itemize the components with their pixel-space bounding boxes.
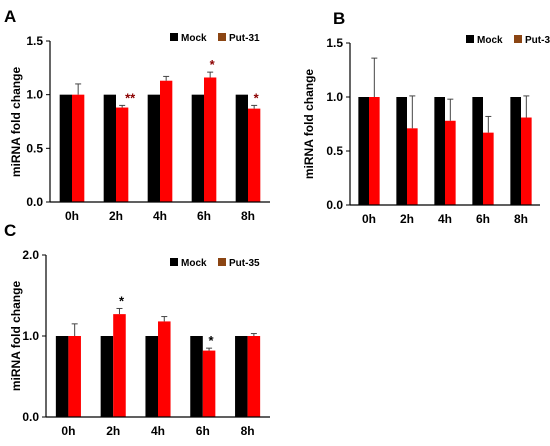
treated-bar-0h xyxy=(72,94,85,202)
mock-bar-6h xyxy=(472,97,483,205)
treated-bar-6h xyxy=(483,132,494,205)
x-tick-label: 6h xyxy=(476,212,490,226)
y-tick-label: 0.5 xyxy=(326,144,343,158)
x-tick-label: 6h xyxy=(196,424,210,438)
y-tick-label: 2.0 xyxy=(22,248,39,262)
x-tick-label: 0h xyxy=(362,212,376,226)
mock-bar-2h xyxy=(396,97,407,205)
legend-swatch xyxy=(466,35,474,43)
mock-bar-0h xyxy=(55,336,69,417)
legend-label: Put-35 xyxy=(229,258,260,269)
panel-letter: A xyxy=(4,7,16,26)
x-tick-label: 2h xyxy=(109,209,123,223)
mock-bar-2h xyxy=(103,94,116,202)
x-tick-label: 4h xyxy=(153,209,167,223)
y-tick-label: 0.0 xyxy=(22,410,39,424)
x-tick-label: 2h xyxy=(106,424,120,438)
treated-bar-0h xyxy=(68,336,81,417)
x-tick-label: 4h xyxy=(151,424,165,438)
panel-letter: B xyxy=(333,9,345,28)
mock-bar-8h xyxy=(235,94,248,202)
x-tick-label: 0h xyxy=(61,424,75,438)
legend-swatch xyxy=(218,33,226,41)
x-tick-label: 2h xyxy=(400,212,414,226)
mock-bar-2h xyxy=(100,336,114,417)
treated-bar-6h xyxy=(204,77,217,202)
legend-swatch xyxy=(170,33,178,41)
treated-bar-4h xyxy=(158,321,171,417)
significance-marker: * xyxy=(119,293,125,308)
y-tick-label: 1.0 xyxy=(326,90,343,104)
treated-bar-6h xyxy=(202,350,216,417)
mock-bar-4h xyxy=(434,97,445,205)
significance-marker: * xyxy=(254,90,260,105)
mock-bar-4h xyxy=(145,336,158,417)
treated-bar-4h xyxy=(445,120,456,205)
y-tick-label: 1.5 xyxy=(326,36,343,50)
treated-bar-2h xyxy=(113,314,126,417)
mock-bar-6h xyxy=(191,94,204,202)
mock-bar-0h xyxy=(358,97,369,205)
legend-label: Put-34 xyxy=(525,35,550,46)
treated-bar-0h xyxy=(369,97,380,205)
x-tick-label: 0h xyxy=(65,209,79,223)
x-tick-label: 8h xyxy=(241,209,255,223)
y-tick-label: 0.0 xyxy=(26,195,43,209)
legend-swatch xyxy=(218,258,226,266)
treated-bar-8h xyxy=(247,336,261,417)
y-tick-label: 1.5 xyxy=(26,34,43,48)
x-tick-label: 6h xyxy=(197,209,211,223)
treated-bar-8h xyxy=(248,108,261,202)
mock-bar-0h xyxy=(59,94,72,202)
mock-bar-6h xyxy=(190,336,203,417)
treated-bar-4h xyxy=(160,80,173,202)
treated-bar-8h xyxy=(521,117,532,205)
x-tick-label: 4h xyxy=(438,212,452,226)
y-axis-label: miRNA fold change xyxy=(9,281,23,392)
legend-label: Put-31 xyxy=(229,33,260,44)
y-axis-label: miRNA fold change xyxy=(9,67,23,178)
x-tick-label: 8h xyxy=(514,212,528,226)
mock-bar-4h xyxy=(147,94,160,202)
y-tick-label: 0.5 xyxy=(26,141,43,155)
legend-label: Mock xyxy=(477,35,503,46)
significance-marker: * xyxy=(210,57,216,72)
mock-bar-8h xyxy=(510,97,521,205)
significance-marker: ** xyxy=(125,90,136,105)
significance-marker: * xyxy=(209,333,215,348)
legend-swatch xyxy=(170,258,178,266)
y-tick-label: 1.0 xyxy=(26,88,43,102)
y-axis-label: miRNA fold change xyxy=(302,69,316,180)
x-tick-label: 8h xyxy=(241,424,255,438)
treated-bar-2h xyxy=(407,128,418,205)
treated-bar-2h xyxy=(116,107,129,202)
y-tick-label: 1.0 xyxy=(22,329,39,343)
y-tick-label: 0.0 xyxy=(326,198,343,212)
legend-label: Mock xyxy=(181,33,207,44)
panel-letter: C xyxy=(4,221,16,240)
legend-swatch xyxy=(514,35,522,43)
legend-label: Mock xyxy=(181,258,207,269)
mock-bar-8h xyxy=(235,336,248,417)
